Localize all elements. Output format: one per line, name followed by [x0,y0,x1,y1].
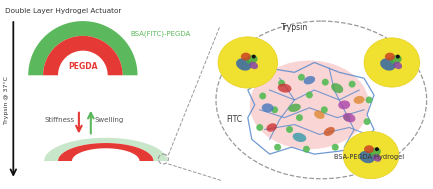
Ellipse shape [249,62,258,69]
Ellipse shape [359,151,375,163]
Circle shape [303,146,310,153]
Ellipse shape [304,76,315,84]
Text: PEGDA: PEGDA [68,62,97,71]
Circle shape [349,81,355,88]
Circle shape [364,118,371,125]
Circle shape [271,106,278,113]
Ellipse shape [369,148,381,157]
Circle shape [322,79,329,86]
Ellipse shape [380,58,396,71]
Ellipse shape [343,113,355,122]
Circle shape [274,144,281,151]
Circle shape [375,147,379,151]
Polygon shape [58,143,153,161]
Polygon shape [44,138,167,161]
Circle shape [396,55,400,59]
Text: Trypsin @ 37°C: Trypsin @ 37°C [4,76,9,124]
Circle shape [296,114,303,121]
Text: FITC: FITC [226,115,242,124]
Circle shape [306,91,313,98]
Ellipse shape [236,58,252,71]
Text: Stiffness: Stiffness [45,117,75,123]
Ellipse shape [241,53,251,60]
Circle shape [259,93,266,99]
Circle shape [352,138,359,145]
Ellipse shape [288,104,301,112]
Ellipse shape [394,62,402,69]
Ellipse shape [262,103,274,112]
Circle shape [256,124,263,131]
Text: BSA-PEGDA Hydrogel: BSA-PEGDA Hydrogel [334,154,404,160]
Ellipse shape [324,127,335,136]
Ellipse shape [364,38,420,87]
Circle shape [286,126,293,133]
Text: Double Layer Hydrogel Actuator: Double Layer Hydrogel Actuator [5,8,122,14]
Ellipse shape [390,55,402,64]
Ellipse shape [338,100,350,109]
Ellipse shape [331,83,343,93]
Ellipse shape [354,96,365,104]
Ellipse shape [278,84,291,93]
Circle shape [344,114,351,121]
Polygon shape [43,36,123,75]
Ellipse shape [314,110,325,119]
Text: BSA(FITC)-PEGDA: BSA(FITC)-PEGDA [131,31,191,37]
Circle shape [365,96,372,103]
Ellipse shape [343,131,399,179]
Ellipse shape [373,154,381,162]
Ellipse shape [293,133,306,142]
Circle shape [278,80,285,87]
Circle shape [298,74,305,81]
Circle shape [321,106,328,113]
Text: Swelling: Swelling [95,117,124,123]
Ellipse shape [385,53,395,60]
Polygon shape [28,21,138,75]
Ellipse shape [246,55,258,64]
Ellipse shape [266,123,277,132]
Ellipse shape [364,145,374,153]
Ellipse shape [218,37,278,88]
Circle shape [332,144,339,151]
Circle shape [252,55,256,59]
Text: Trypsin: Trypsin [281,23,308,33]
Ellipse shape [250,60,369,149]
